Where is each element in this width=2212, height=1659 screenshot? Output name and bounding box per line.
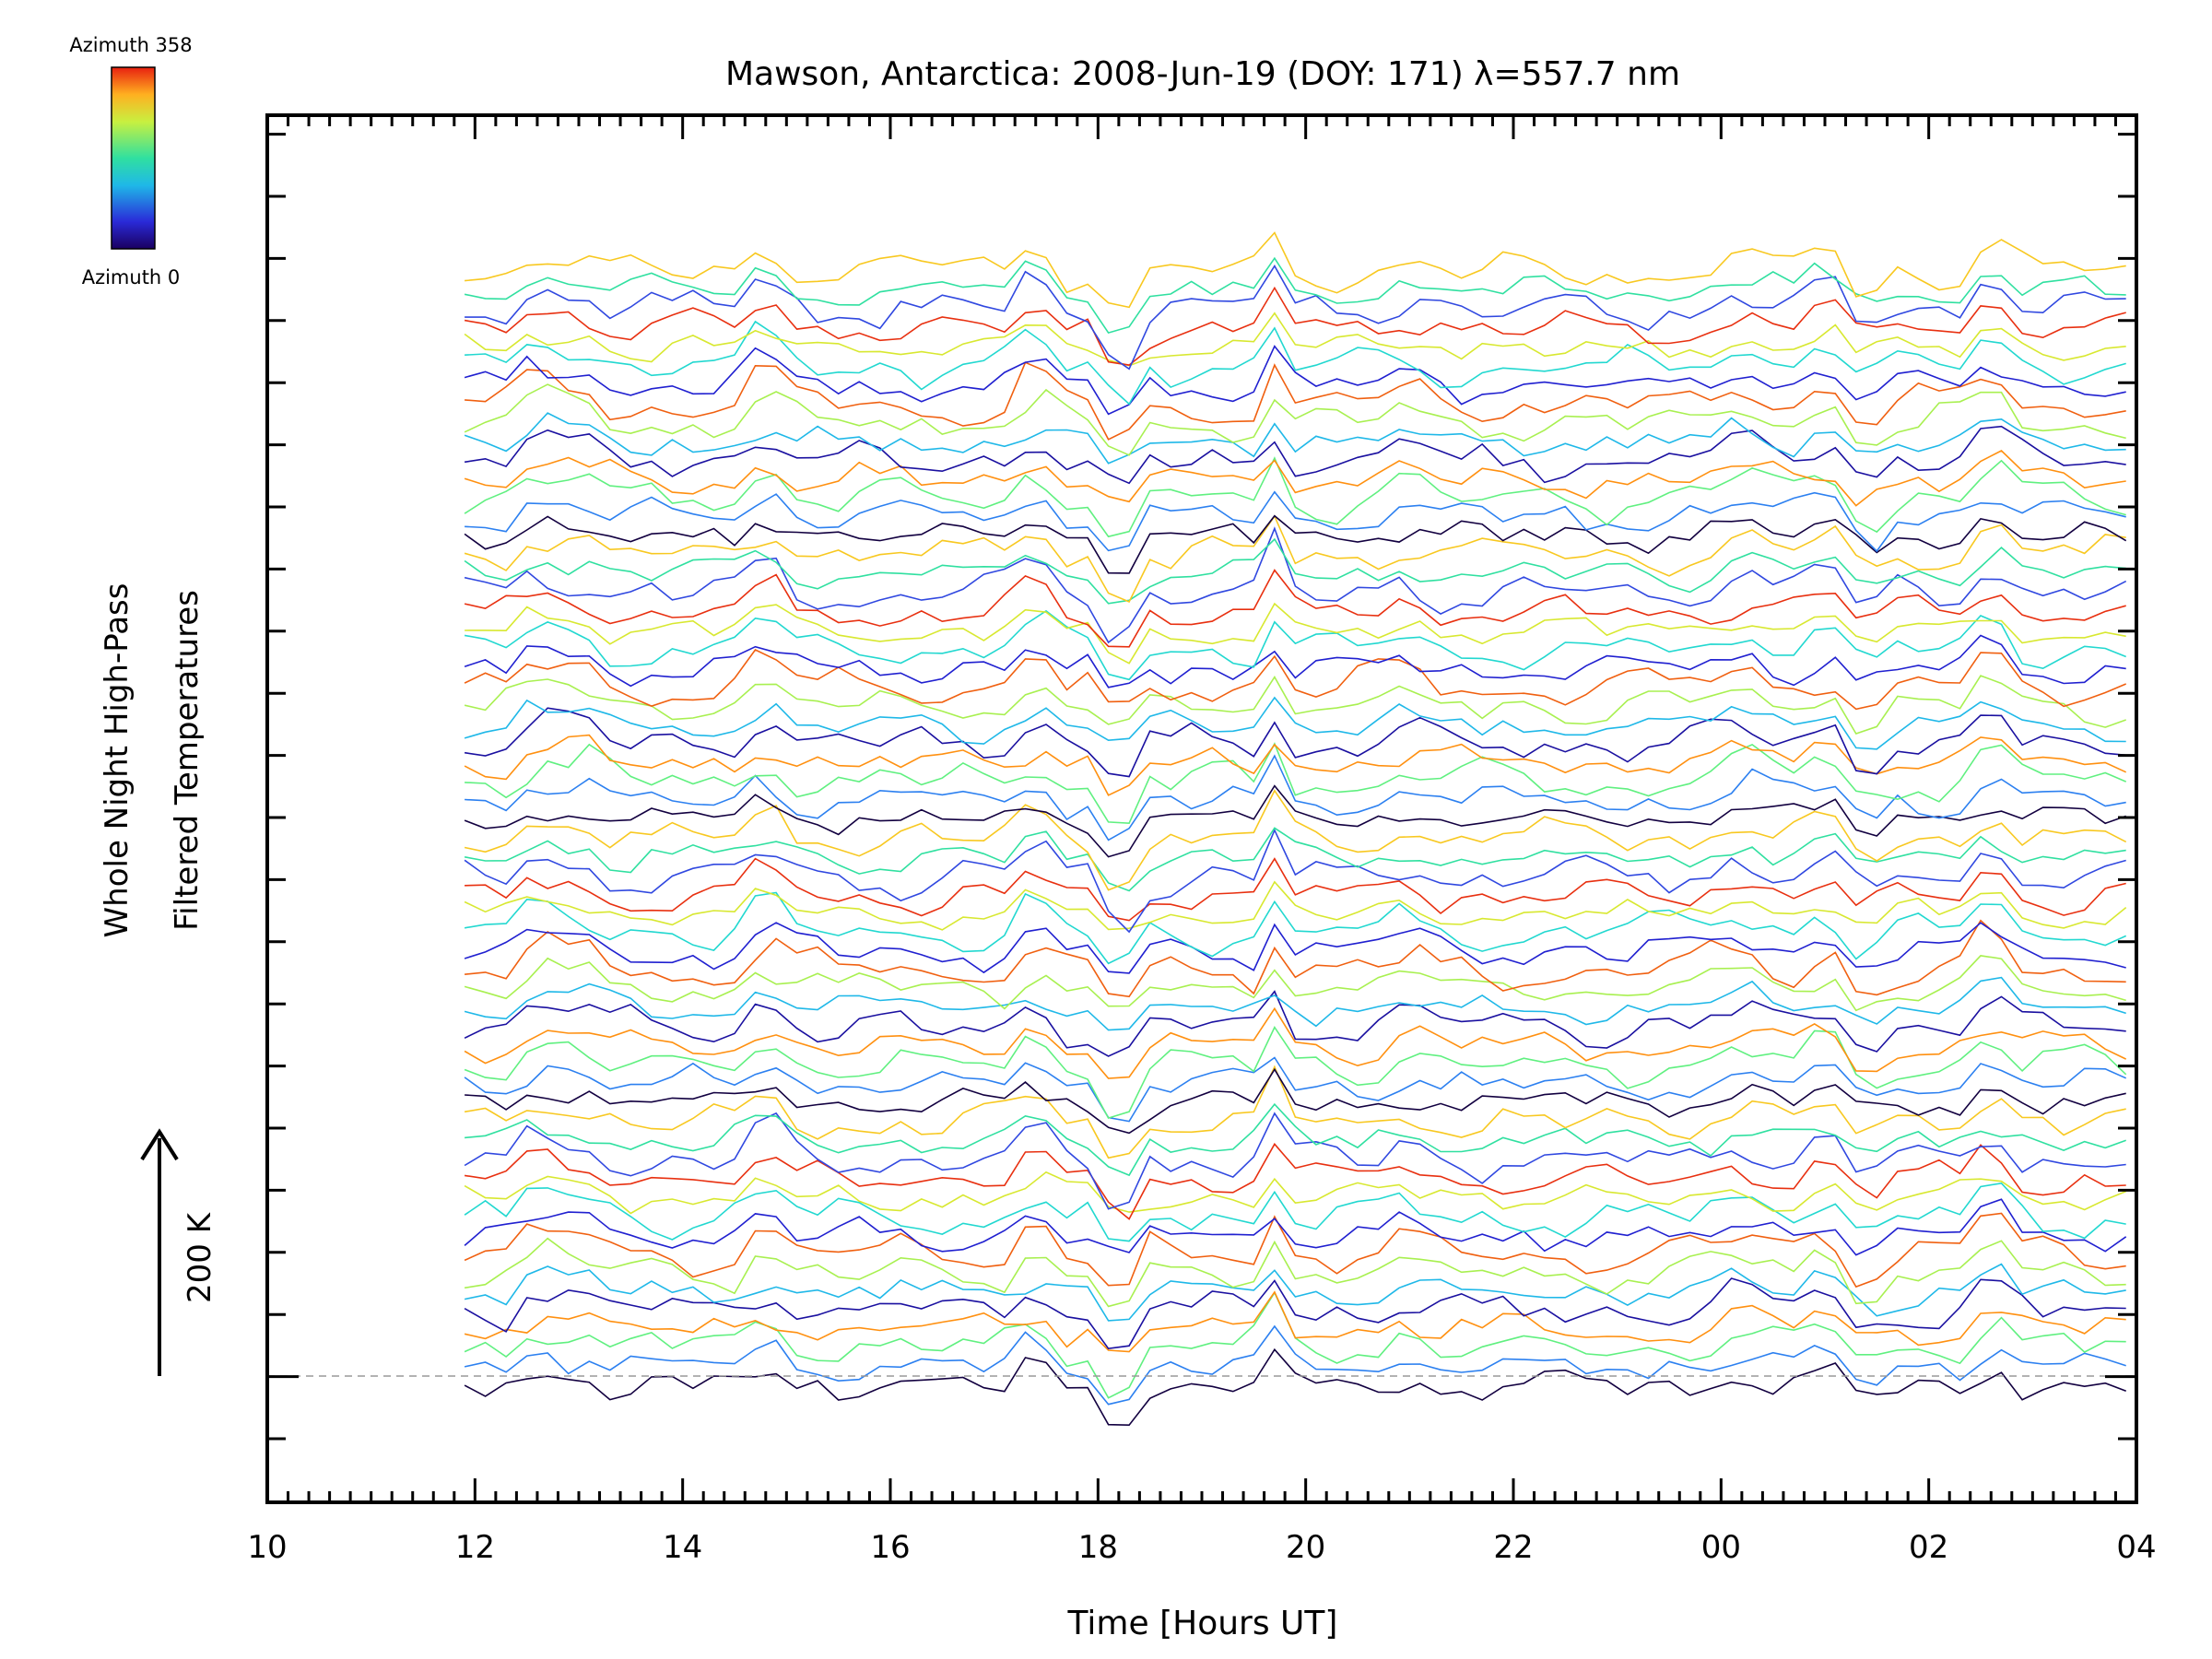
colorbar-gradient (111, 66, 156, 250)
azimuth-series-line (465, 919, 2126, 998)
scale-arrow (140, 1128, 179, 1376)
series-group (464, 231, 2127, 1427)
azimuth-series-line (464, 955, 2126, 1012)
x-tick-label: 04 (2116, 1529, 2156, 1566)
chart-title: Mawson, Antarctica: 2008-Jun-19 (DOY: 17… (725, 55, 1680, 93)
azimuth-series-line (464, 1142, 2126, 1220)
y-axis-label-line1: Whole Night High-Pass (99, 583, 135, 938)
azimuth-series-line (465, 742, 2127, 825)
azimuth-series-line (464, 1347, 2126, 1427)
x-tick-label: 00 (1701, 1529, 1741, 1566)
x-tick-label: 18 (1078, 1529, 1118, 1566)
azimuth-series-line (464, 412, 2126, 465)
azimuth-series-line (465, 1067, 2126, 1135)
azimuth-series-line (464, 1065, 2126, 1159)
azimuth-series-line (464, 1237, 2126, 1308)
azimuth-series-line (464, 609, 2126, 681)
azimuth-series-line (464, 634, 2126, 688)
azimuth-series-line (464, 827, 2126, 892)
azimuth-series-line (464, 1290, 2126, 1353)
azimuth-series-line (464, 1056, 2127, 1123)
azimuth-series-line (464, 383, 2126, 456)
azimuth-series-line (464, 514, 2126, 604)
scale-label: 200 K (182, 1211, 218, 1303)
colorbar-bottom-label: Azimuth 0 (82, 266, 181, 288)
azimuth-series-line (465, 320, 2126, 406)
azimuth-series-line (464, 456, 2126, 538)
axes: 10 12 14 16 18 20 22 00 02 04 (247, 113, 2157, 1566)
azimuth-series-line (464, 256, 2126, 335)
azimuth-series-line (464, 1182, 2126, 1242)
azimuth-series-line (465, 602, 2126, 665)
azimuth-series-line (465, 490, 2126, 553)
colorbar-top-label: Azimuth 358 (69, 34, 192, 56)
azimuth-series-line (464, 1006, 2127, 1079)
azimuth-series-line (464, 569, 2126, 648)
azimuth-series-line (464, 312, 2126, 367)
azimuth-colorbar: Azimuth 358 Azimuth 0 (69, 34, 192, 288)
azimuth-series-line (464, 1198, 2127, 1256)
azimuth-series-line (464, 1212, 2126, 1288)
x-tick-label: 14 (663, 1529, 702, 1566)
azimuth-series-line (464, 1112, 2126, 1210)
x-axis-label: Time [Hours UT] (1067, 1605, 1338, 1642)
azimuth-series-line (464, 345, 2126, 416)
azimuth-series-line (464, 286, 2126, 366)
azimuth-series-line (464, 784, 2126, 858)
azimuth-series-line (464, 1263, 2126, 1322)
azimuth-series-line (464, 675, 2126, 735)
y-axis-label-line2: Filtered Temperatures (169, 590, 206, 931)
azimuth-series-line (464, 976, 2126, 1031)
azimuth-series-line (464, 1171, 2126, 1215)
azimuth-series-line (465, 265, 2126, 371)
azimuth-series-line (464, 425, 2126, 485)
azimuth-series-line (464, 514, 2127, 574)
azimuth-series-line (464, 648, 2127, 711)
x-tick-label: 02 (1909, 1529, 1948, 1566)
azimuth-series-line (464, 828, 2126, 934)
azimuth-series-line (464, 734, 2127, 796)
azimuth-series-line (464, 880, 2127, 931)
azimuth-series-line (464, 707, 2126, 778)
azimuth-series-line (464, 526, 2127, 644)
azimuth-series-line (464, 1290, 2126, 1399)
azimuth-series-line (464, 450, 2126, 507)
azimuth-series-line (465, 857, 2126, 922)
azimuth-series-line (464, 1324, 2126, 1406)
azimuth-series-line (465, 231, 2126, 309)
azimuth-series-line (464, 789, 2127, 891)
azimuth-series-line (464, 922, 2126, 974)
azimuth-series-line (464, 696, 2126, 750)
x-tick-label: 22 (1493, 1529, 1533, 1566)
azimuth-series-line (464, 1277, 2126, 1350)
azimuth-series-line (465, 1102, 2126, 1177)
x-tick-label: 10 (247, 1529, 287, 1566)
x-tick-label: 20 (1286, 1529, 1325, 1566)
azimuth-series-line (464, 990, 2126, 1057)
azimuth-series-line (464, 537, 2126, 605)
x-tick-label: 12 (455, 1529, 495, 1566)
x-tick-label: 16 (870, 1529, 910, 1566)
azimuth-series-line (465, 361, 2126, 441)
azimuth-series-line (465, 754, 2126, 841)
azimuth-series-line (464, 891, 2127, 965)
